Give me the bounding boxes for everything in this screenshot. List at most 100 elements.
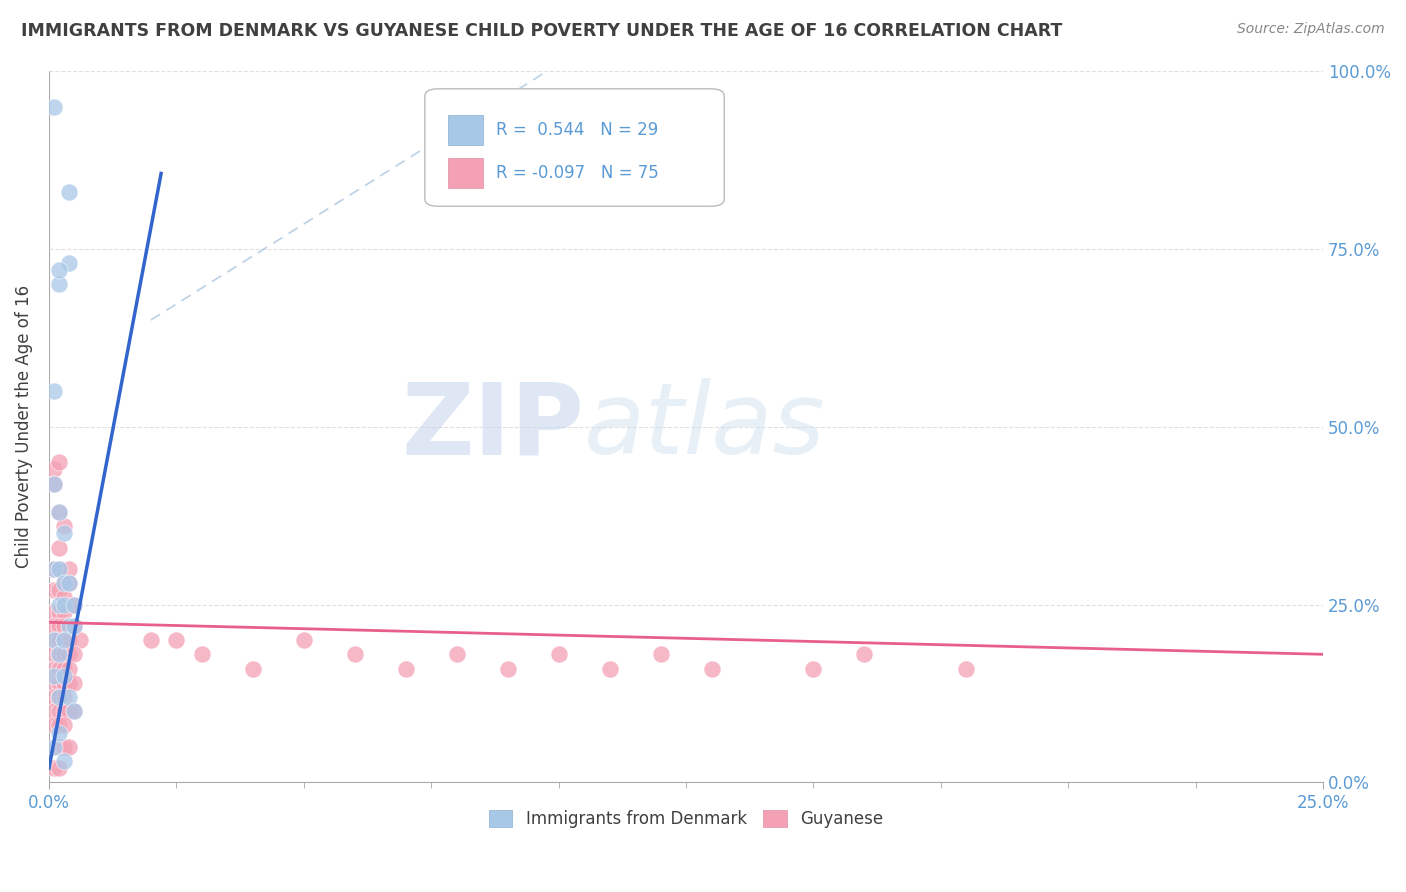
Point bbox=[42, 648, 65, 662]
Text: IMMIGRANTS FROM DENMARK VS GUYANESE CHILD POVERTY UNDER THE AGE OF 16 CORRELATIO: IMMIGRANTS FROM DENMARK VS GUYANESE CHIL… bbox=[21, 22, 1063, 40]
Point bbox=[63, 619, 86, 633]
Point bbox=[58, 739, 80, 754]
Point bbox=[63, 598, 86, 612]
Point bbox=[53, 739, 76, 754]
Point bbox=[58, 619, 80, 633]
Point bbox=[48, 562, 70, 576]
Point bbox=[63, 675, 86, 690]
Point bbox=[48, 598, 70, 612]
Point bbox=[42, 633, 65, 648]
Point bbox=[48, 690, 70, 704]
Point bbox=[53, 718, 76, 732]
Text: atlas: atlas bbox=[583, 378, 825, 475]
Point bbox=[58, 576, 80, 591]
Point bbox=[58, 704, 80, 718]
Point bbox=[42, 675, 65, 690]
Point bbox=[42, 668, 65, 682]
Point bbox=[42, 704, 65, 718]
Point bbox=[48, 583, 70, 598]
Point bbox=[496, 661, 519, 675]
Point bbox=[58, 562, 80, 576]
Point bbox=[48, 562, 70, 576]
Point bbox=[58, 185, 80, 199]
Point bbox=[63, 648, 86, 662]
FancyBboxPatch shape bbox=[425, 89, 724, 206]
Point bbox=[803, 661, 825, 675]
Point bbox=[42, 476, 65, 491]
Point bbox=[69, 633, 91, 648]
Point bbox=[48, 505, 70, 519]
Point bbox=[191, 648, 214, 662]
Point bbox=[58, 690, 80, 704]
Point bbox=[53, 648, 76, 662]
Point bbox=[48, 675, 70, 690]
Point bbox=[42, 661, 65, 675]
Point bbox=[42, 633, 65, 648]
Y-axis label: Child Poverty Under the Age of 16: Child Poverty Under the Age of 16 bbox=[15, 285, 32, 568]
Point bbox=[53, 598, 76, 612]
Point bbox=[446, 648, 468, 662]
Text: ZIP: ZIP bbox=[401, 378, 583, 475]
Point bbox=[53, 633, 76, 648]
Point bbox=[53, 576, 76, 591]
Point bbox=[53, 605, 76, 619]
Point bbox=[63, 704, 86, 718]
Point bbox=[42, 562, 65, 576]
Point bbox=[53, 633, 76, 648]
Point bbox=[292, 633, 315, 648]
Point bbox=[48, 761, 70, 775]
Point bbox=[58, 619, 80, 633]
Point bbox=[42, 761, 65, 775]
Point bbox=[53, 675, 76, 690]
Point bbox=[165, 633, 187, 648]
Point bbox=[42, 462, 65, 476]
Point bbox=[48, 704, 70, 718]
Point bbox=[700, 661, 723, 675]
FancyBboxPatch shape bbox=[447, 115, 484, 145]
Point bbox=[53, 661, 76, 675]
Point bbox=[42, 583, 65, 598]
Point bbox=[48, 690, 70, 704]
Text: Source: ZipAtlas.com: Source: ZipAtlas.com bbox=[1237, 22, 1385, 37]
Point bbox=[48, 725, 70, 739]
Point bbox=[853, 648, 876, 662]
Text: R = -0.097   N = 75: R = -0.097 N = 75 bbox=[496, 164, 659, 182]
FancyBboxPatch shape bbox=[447, 158, 484, 187]
Point bbox=[955, 661, 977, 675]
Point bbox=[53, 591, 76, 605]
Point bbox=[42, 739, 65, 754]
Point bbox=[547, 648, 569, 662]
Point bbox=[53, 690, 76, 704]
Point bbox=[58, 576, 80, 591]
Point bbox=[48, 541, 70, 555]
Point bbox=[58, 633, 80, 648]
Point bbox=[139, 633, 162, 648]
Point bbox=[42, 690, 65, 704]
Point bbox=[48, 455, 70, 469]
Point bbox=[48, 277, 70, 292]
Point bbox=[242, 661, 264, 675]
Legend: Immigrants from Denmark, Guyanese: Immigrants from Denmark, Guyanese bbox=[482, 803, 890, 835]
Point bbox=[42, 476, 65, 491]
Point bbox=[48, 605, 70, 619]
Point bbox=[48, 648, 70, 662]
Point bbox=[53, 704, 76, 718]
Point bbox=[58, 675, 80, 690]
Point bbox=[63, 619, 86, 633]
Point bbox=[599, 661, 621, 675]
Point bbox=[42, 562, 65, 576]
Point bbox=[63, 704, 86, 718]
Point bbox=[48, 739, 70, 754]
Text: R =  0.544   N = 29: R = 0.544 N = 29 bbox=[496, 121, 658, 139]
Point bbox=[42, 100, 65, 114]
Point bbox=[58, 661, 80, 675]
Point bbox=[58, 256, 80, 270]
Point bbox=[53, 619, 76, 633]
Point bbox=[53, 526, 76, 541]
Point bbox=[343, 648, 366, 662]
Point bbox=[48, 263, 70, 277]
Point bbox=[42, 619, 65, 633]
Point bbox=[48, 619, 70, 633]
Point bbox=[42, 605, 65, 619]
Point bbox=[42, 384, 65, 398]
